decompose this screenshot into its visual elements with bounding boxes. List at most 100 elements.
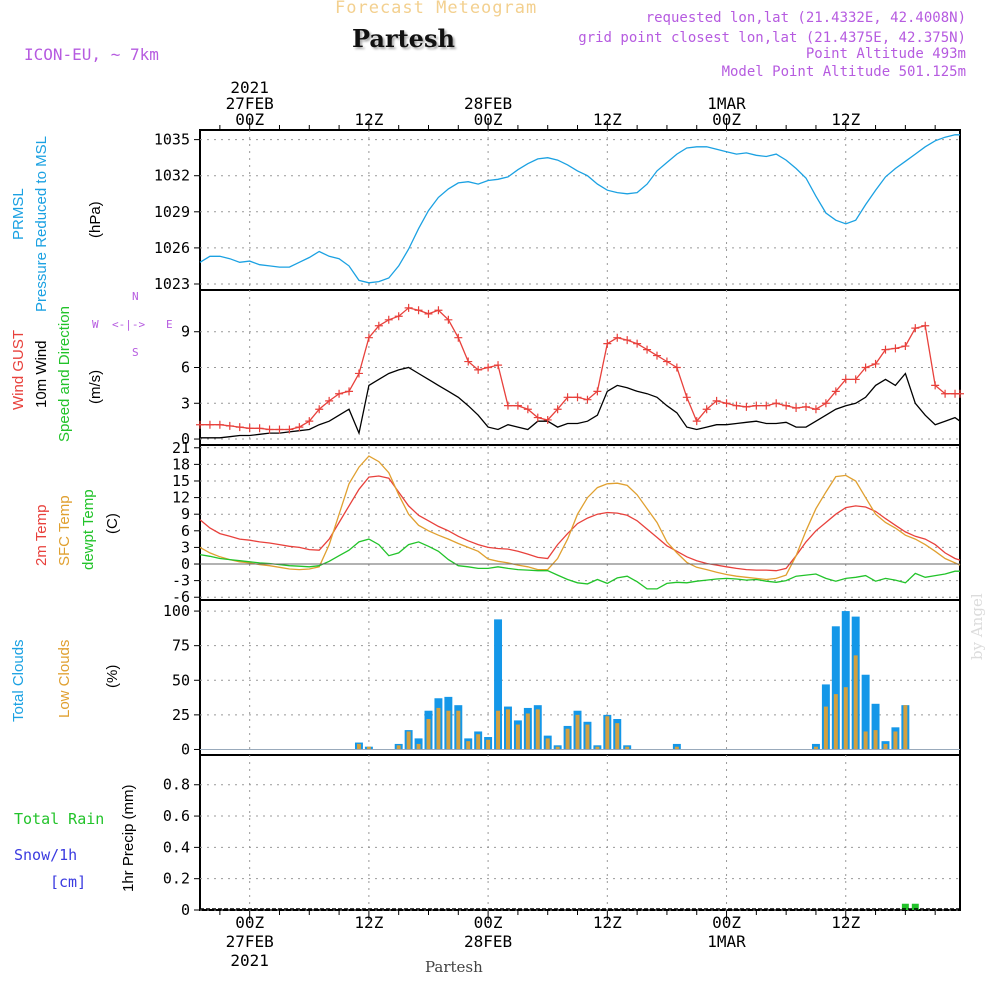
- wind-gust-line-marker: [196, 420, 204, 429]
- low-cloud-bar: [545, 738, 550, 750]
- top-time-label: 12Z: [593, 110, 622, 129]
- point-altitude: Point Altitude 493m: [805, 46, 966, 62]
- wind-gust-line-marker: [484, 363, 493, 372]
- wind-gust-line-marker: [792, 404, 801, 413]
- top-time-label: 00Z: [474, 110, 503, 129]
- wind-gust-line-marker: [444, 315, 453, 324]
- total-cloud-bar: [494, 619, 503, 750]
- wind-gust-line-marker: [682, 393, 691, 402]
- y-tick-label: -6: [172, 588, 190, 606]
- temp-dewpt-line: [199, 538, 960, 590]
- low-cloud-bar: [496, 710, 501, 750]
- y-tick-label: 1029: [154, 203, 190, 221]
- wind-gust-line-marker: [901, 342, 910, 351]
- bottom-time-label: 00Z: [712, 913, 741, 932]
- top-time-label: 00Z: [712, 110, 741, 129]
- wind-gust-line-marker: [245, 424, 254, 433]
- y-tick-label: 75: [172, 637, 190, 655]
- total-cloud-bar: [871, 703, 880, 750]
- top-time-label: 12Z: [831, 110, 860, 129]
- compass-south: S: [132, 346, 139, 359]
- low-cloud-bar: [436, 707, 441, 750]
- compass-arrow: <-|->: [112, 318, 146, 331]
- y-tick-label: 18: [172, 455, 190, 473]
- wind-gust-line-marker: [523, 405, 532, 414]
- wind-gust-line-marker: [414, 306, 423, 315]
- low-cloud-bar: [585, 724, 590, 750]
- y-tick-label: -3: [172, 572, 190, 590]
- y-tick-label: 100: [163, 602, 190, 620]
- low-cloud-bar: [674, 746, 679, 750]
- wind-gust-line-marker: [265, 425, 274, 434]
- location-title: Partesh: [352, 24, 455, 53]
- wind-gust-line-marker: [364, 333, 373, 342]
- low-cloud-bar: [366, 746, 371, 750]
- footer-location-label: Partesh: [425, 958, 483, 976]
- wind-gust-line-marker: [533, 413, 542, 422]
- prmsl-line: [199, 134, 960, 284]
- y-tick-label: 3: [181, 538, 190, 556]
- y-tick-label: 0.4: [163, 838, 190, 856]
- wind-gust-line-marker: [762, 401, 771, 410]
- wind-gust-line-marker: [871, 359, 880, 368]
- model-label: ICON-EU, ~ 7km: [24, 45, 159, 64]
- y-tick-label: 9: [181, 505, 190, 523]
- wind-gust-line-marker: [553, 405, 562, 414]
- wind-gust-line-marker: [573, 393, 582, 402]
- low-cloud-bar: [813, 746, 818, 750]
- wind-gust-line-marker: [921, 321, 930, 330]
- temp-sfc-line: [199, 455, 961, 581]
- wind-gust-line-marker: [782, 401, 791, 410]
- wind-gust-line-marker: [225, 421, 234, 430]
- wind-gust-line-marker: [692, 417, 701, 426]
- low-cloud-bar: [823, 706, 828, 750]
- wind-gust-line-marker: [672, 363, 681, 372]
- rain-bar: [901, 903, 909, 910]
- model-altitude: Model Point Altitude 501.125m: [721, 64, 966, 80]
- wind-gust-line-marker: [474, 365, 483, 374]
- low-cloud-bar: [396, 745, 401, 750]
- wind-gust-line-marker: [742, 402, 751, 411]
- low-cloud-bar: [515, 724, 520, 750]
- total-cloud-bar: [861, 674, 870, 750]
- wind-gust-line-marker: [643, 345, 652, 354]
- wind-gust-line-marker: [305, 417, 314, 426]
- wind-gust-line-marker: [215, 420, 224, 429]
- wind-gust-line-marker: [861, 363, 870, 372]
- top-time-label: 1MAR: [707, 94, 746, 113]
- low-cloud-bar: [863, 731, 868, 750]
- wind-gust-line-marker: [275, 425, 284, 434]
- wind-gust-line-marker: [235, 423, 244, 432]
- wind-gust-line-marker: [285, 425, 294, 434]
- bottom-time-label: 00Z: [474, 913, 503, 932]
- grid-lonlat: grid point closest lon,lat (21.4375E, 42…: [578, 30, 966, 46]
- bottom-time-label: 00Z: [235, 913, 264, 932]
- wind-gust-line-marker: [712, 396, 721, 405]
- panel-frame-0: [199, 129, 961, 291]
- low-cloud-bar: [416, 743, 421, 750]
- top-time-label: 00Z: [235, 110, 264, 129]
- wind-gust-line-marker: [956, 389, 964, 398]
- wind-gust-line-marker: [255, 424, 264, 433]
- low-cloud-bar: [883, 743, 888, 750]
- wind-gust-line-marker: [424, 309, 433, 318]
- low-cloud-bar: [833, 694, 838, 750]
- low-cloud-bar: [565, 728, 570, 750]
- y-tick-label: 1032: [154, 167, 190, 185]
- wind-gust-line-marker: [811, 405, 820, 414]
- y-tick-label: 15: [172, 472, 190, 490]
- wind-gust-line-marker: [335, 389, 344, 398]
- low-cloud-bar: [605, 716, 610, 750]
- low-cloud-bar: [505, 709, 510, 750]
- wind-gust-line-marker: [404, 303, 413, 312]
- bottom-time-label: 2021: [230, 951, 269, 970]
- wind-gust-line-marker: [841, 375, 850, 384]
- low-cloud-bar: [466, 741, 471, 750]
- wind-10m-line: [200, 366, 961, 439]
- wind-gust-line-marker: [494, 361, 503, 370]
- top-time-label: 27FEB: [226, 94, 274, 113]
- product-title: Forecast Meteogram: [335, 0, 538, 18]
- y-tick-label: 6: [181, 359, 190, 377]
- y-tick-label: 0: [181, 555, 190, 573]
- y-tick-label: 12: [172, 489, 190, 507]
